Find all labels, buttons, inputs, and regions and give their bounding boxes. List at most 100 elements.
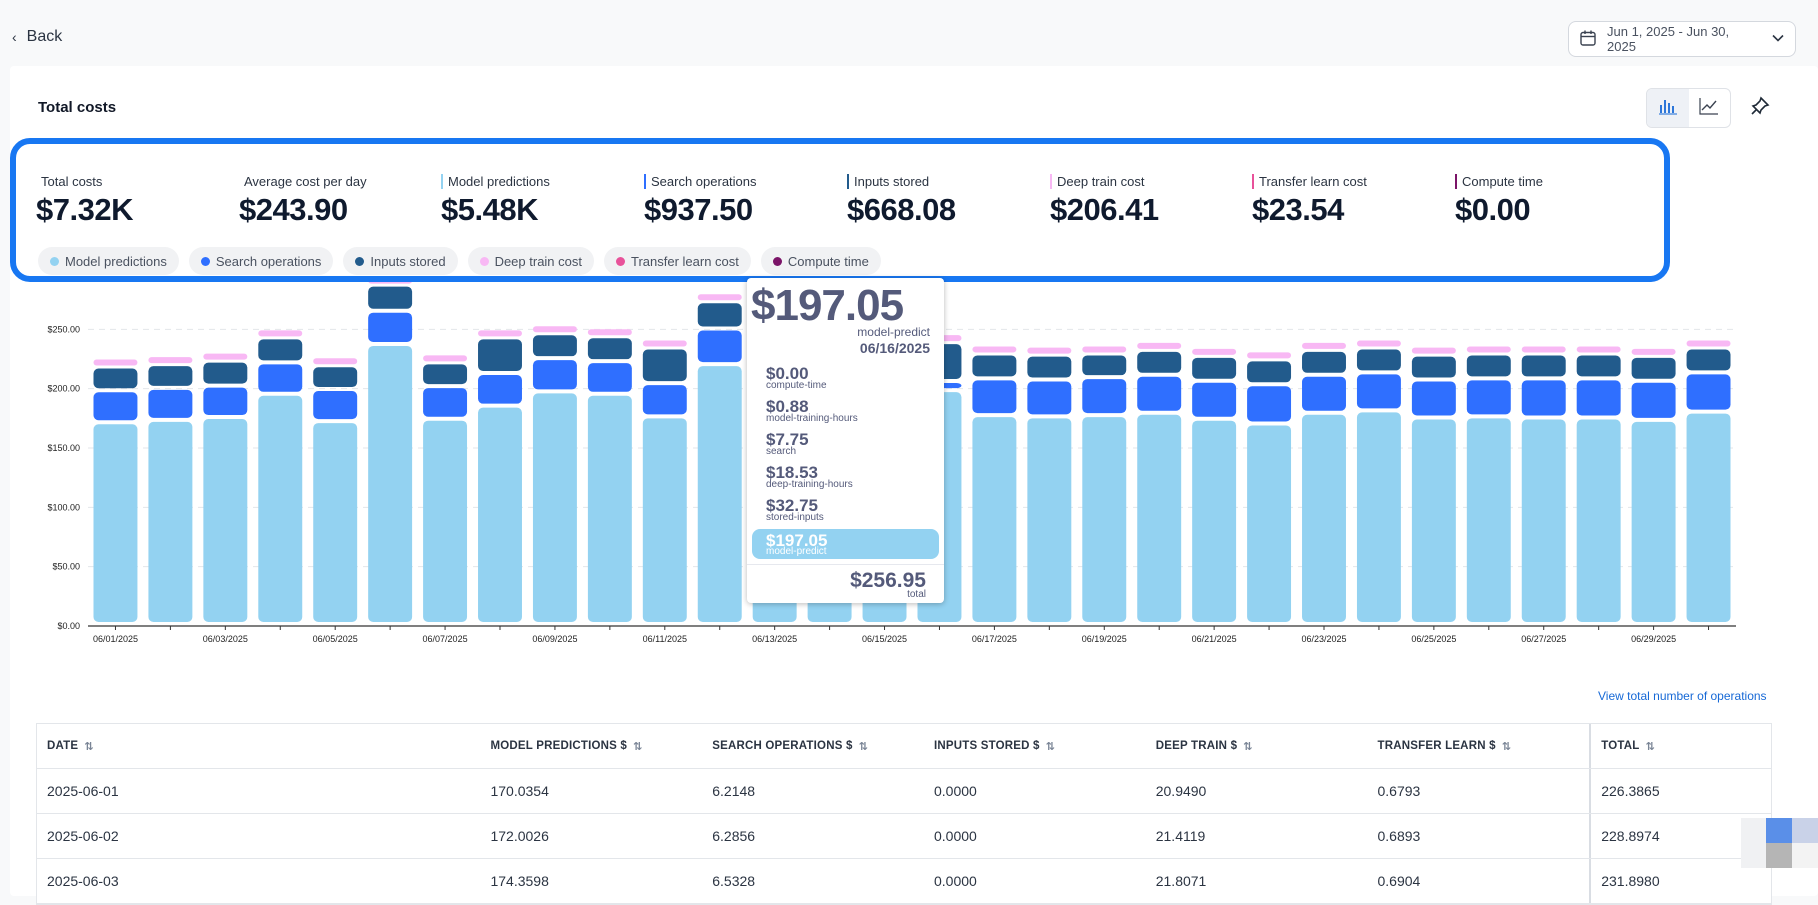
legend-label: Compute time [787,253,869,269]
stat-label: Compute time [1455,174,1543,189]
bar-segment [478,330,522,337]
bar-segment [148,389,193,418]
tooltip-row: $32.75 stored-inputs [766,497,824,523]
view-total-operations-link[interactable]: View total number of operations [1598,689,1767,703]
table-cell: 0.0000 [933,828,977,844]
card-title: Total costs [38,99,117,116]
bar-segment [148,357,193,364]
sort-icon[interactable]: ⇅ [1243,740,1253,753]
bar-segment [423,388,468,417]
column-header-search-operations[interactable]: SEARCH OPERATIONS $ ⇅ [702,724,924,768]
sort-icon[interactable]: ⇅ [1045,740,1056,753]
date-range-picker[interactable]: Jun 1, 2025 - Jun 30, 2025 [1568,21,1796,57]
bar-segment [1302,376,1346,411]
bar-segment [1247,352,1292,359]
table-cell: 2025-06-02 [47,828,119,844]
line-chart-icon [1699,97,1719,120]
legend-dot [479,256,489,266]
bar-segment [1247,425,1292,622]
bar-segment [1192,382,1237,417]
tooltip-divider [747,564,944,565]
bar-segment [1192,348,1237,355]
x-tick-label: 06/01/2025 [93,634,138,644]
sort-icon[interactable]: ⇅ [1501,740,1512,753]
bar-segment [697,294,742,301]
table-cell: 2025-06-03 [47,873,119,889]
legend-chip-search-operations[interactable]: Search operations [188,247,334,275]
legend-label: Inputs stored [370,253,446,269]
tooltip-row-value: $18.53 [766,463,818,482]
bar-segment [1466,380,1511,415]
column-header-deep-train[interactable]: DEEP TRAIN $ ⇅ [1146,724,1368,768]
bar-chart-toggle[interactable] [1647,89,1689,127]
column-header-inputs-stored[interactable]: INPUTS STORED $ ⇅ [924,724,1146,768]
stat-total-costs: Total costs $7.32K [36,174,133,228]
stat-deep-train-cost: Deep train cost $206.41 [1050,174,1159,228]
bar-segment [1631,357,1676,379]
legend-chip-transfer-learn-cost[interactable]: Transfer learn cost [604,247,751,275]
bar-segment [1411,419,1456,622]
stat-value: $23.54 [1252,192,1344,227]
stat-label: Transfer learn cost [1252,174,1367,189]
x-tick-label: 06/09/2025 [532,634,577,644]
stat-label: Deep train cost [1050,174,1159,189]
legend-label: Transfer learn cost [631,253,739,269]
tooltip-highlight-name: model-predict [766,546,827,557]
tooltip-row: $0.00 compute-time [766,365,827,391]
table-cell: 170.0354 [490,783,549,799]
stat-compute-time: Compute time $0.00 [1455,174,1543,228]
column-header-model-predictions[interactable]: MODEL PREDICTIONS $ ⇅ [480,724,702,768]
table-cell: 6.2148 [712,783,756,799]
legend-chip-inputs-stored[interactable]: Inputs stored [343,247,458,275]
bar-segment [93,424,138,622]
legend-chip-deep-train-cost[interactable]: Deep train cost [467,247,594,275]
x-tick-label: 06/13/2025 [752,634,797,644]
table-cell: 20.9490 [1155,783,1207,799]
bar-segment [1302,351,1346,373]
bar-segment [532,360,577,390]
bar-segment [1521,346,1566,353]
bar-segment [203,362,248,384]
line-chart-toggle[interactable] [1689,89,1731,127]
bar-segment [93,368,138,389]
bar-segment [972,417,1017,622]
sort-icon[interactable]: ⇅ [1645,740,1655,753]
bar-segment [1576,380,1621,416]
bar-segment [1466,355,1511,377]
bar-segment [423,364,468,385]
bar-segment [368,345,413,622]
bar-segment [93,359,138,366]
stat-model-predictions: Model predictions $5.48K [441,174,550,228]
x-tick-label: 06/23/2025 [1301,634,1346,644]
column-header-label: TOTAL [1601,740,1640,752]
y-tick-label: $50.00 [52,562,80,572]
back-button[interactable]: ‹ Back [12,28,62,46]
bar-segment [1082,355,1127,376]
stat-inputs-stored: Inputs stored $668.08 [847,174,956,228]
column-header-total[interactable]: TOTAL ⇅ [1589,724,1771,768]
legend-chip-compute-time[interactable]: Compute time [760,247,881,275]
column-header-transfer-learn[interactable]: TRANSFER LEARN $ ⇅ [1367,724,1589,768]
table-cell: 172.0026 [490,828,549,844]
sort-icon[interactable]: ⇅ [632,740,643,753]
stat-value: $937.50 [644,192,753,227]
tooltip-row-name: deep-training-hours [766,479,853,490]
table-cell: 21.8071 [1155,873,1207,889]
x-tick-label: 06/03/2025 [203,634,248,644]
bar-segment [1466,346,1511,353]
bar-segment [1356,340,1401,347]
legend-chip-model-predictions[interactable]: Model predictions [38,247,179,275]
y-tick-label: $0.00 [57,621,80,631]
bar-segment [1631,382,1676,418]
x-tick-label: 06/27/2025 [1521,634,1566,644]
tooltip-total: $256.95 [850,569,926,592]
bar-segment [313,367,358,388]
bar-segment [258,339,303,361]
column-header-date[interactable]: DATE ⇅ [37,724,480,768]
pin-button[interactable] [1747,95,1773,121]
table-cell: 2025-06-01 [47,783,119,799]
bar-segment [203,419,248,622]
sort-icon[interactable]: ⇅ [858,740,868,753]
sort-icon[interactable]: ⇅ [84,740,94,753]
stat-value: $5.48K [441,192,538,227]
